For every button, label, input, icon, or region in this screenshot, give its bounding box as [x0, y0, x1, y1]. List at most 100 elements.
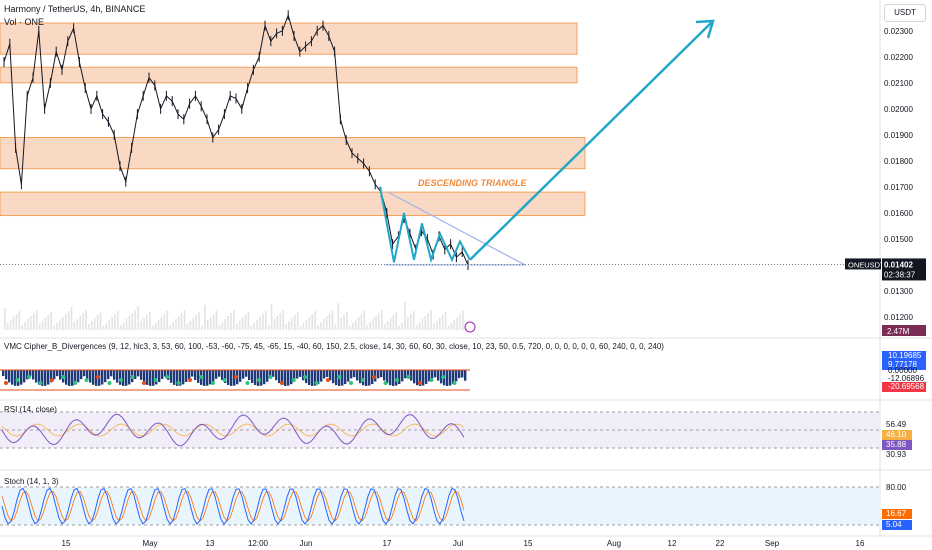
breakout-arrow-line	[469, 21, 713, 261]
vmc-wave-bar	[95, 370, 98, 386]
currency-button[interactable]: USDT	[884, 4, 926, 22]
vmc-signal-dot	[27, 375, 31, 379]
vmc-wave-bar	[38, 370, 41, 385]
vmc-wave-bar	[266, 370, 269, 382]
volume-bar	[389, 318, 392, 330]
volume-bar	[105, 323, 108, 330]
vmc-signal-dot	[96, 375, 100, 379]
volume-bar	[4, 308, 6, 330]
volume-bar	[218, 325, 221, 330]
volume-bar	[459, 314, 461, 330]
volume-bar	[285, 324, 287, 330]
vmc-wave-bar	[104, 370, 107, 383]
volume-bar	[143, 318, 145, 330]
volume-bar	[241, 318, 244, 330]
vmc-tag: 0.00000	[888, 366, 917, 375]
vmc-wave-bar	[404, 370, 407, 379]
volume-bar	[151, 326, 154, 330]
x-tick-label: 15	[62, 539, 71, 548]
vmc-tag-bg	[882, 360, 926, 370]
vmc-wave-bar	[65, 370, 68, 385]
volume-bar	[6, 323, 9, 330]
vmc-wave-bar	[92, 370, 95, 385]
y-tick-label: 0.02300	[884, 27, 913, 36]
vmc-signal-dot	[245, 381, 250, 385]
vmc-wave-bar	[8, 370, 11, 383]
vmc-wave-bar	[86, 370, 89, 380]
volume-bar	[166, 311, 168, 330]
volume-bar	[62, 317, 64, 330]
vmc-wave-bar	[68, 370, 71, 386]
volume-bar	[270, 304, 273, 330]
vmc-wave-bar	[449, 370, 452, 386]
volume-bar	[85, 310, 87, 330]
countdown-tag: 02:38:37	[884, 270, 916, 279]
vmc-signal-dot	[452, 381, 457, 385]
rsi-tag: 56.49	[886, 420, 907, 429]
stoch-indicator-label[interactable]: Stoch (14, 1, 3)	[4, 477, 59, 486]
vmc-wave-bar	[320, 370, 323, 382]
vmc-signal-dot	[4, 381, 8, 385]
vmc-wave-bar	[167, 370, 170, 380]
x-tick-label: Sep	[765, 539, 780, 548]
vmc-wave-bar	[455, 370, 458, 382]
volume-bar	[122, 322, 125, 330]
vmc-wave-bar	[128, 370, 131, 385]
rsi-line	[1, 413, 465, 447]
vmc-signal-dot	[337, 375, 342, 379]
volume-bar	[99, 312, 102, 330]
volume-bar	[227, 316, 229, 330]
vmc-wave-bar	[350, 370, 353, 379]
volume-bar	[198, 312, 200, 330]
rsi-indicator-label[interactable]: RSI (14, close)	[4, 405, 57, 414]
vmc-wave-bar	[278, 370, 281, 384]
vmc-wave-bar	[146, 370, 149, 385]
x-tick-label: May	[142, 539, 157, 548]
volume-bar	[325, 316, 328, 330]
vmc-tag: 9.77178	[888, 360, 917, 369]
vmc-signal-dot	[107, 381, 112, 385]
vmc-wave-bar	[311, 370, 314, 386]
volume-bar	[418, 322, 421, 330]
vmc-wave-bar	[326, 370, 329, 378]
volume-bar	[91, 321, 93, 330]
volume-tag-bg	[882, 325, 926, 336]
volume-bar	[160, 317, 163, 330]
vmc-signal-dot	[61, 375, 66, 379]
vmc-wave-bar	[47, 370, 50, 385]
vmc-wave-bar	[77, 370, 80, 383]
vmc-signal-dot	[142, 381, 146, 385]
vmc-wave-bar	[194, 370, 197, 380]
volume-bar	[236, 324, 238, 330]
vmc-wave-bar	[290, 370, 293, 385]
vmc-wave-bar	[425, 370, 428, 384]
y-tick-label: 0.01600	[884, 209, 913, 218]
vmc-wave-bar	[263, 370, 266, 385]
volume-bar	[352, 323, 354, 330]
vmc-wave-bar	[218, 370, 221, 377]
vmc-signal-dot	[15, 378, 20, 382]
volume-bar	[253, 323, 255, 330]
volume-bar	[35, 310, 38, 330]
vmc-wave-bar	[179, 370, 182, 386]
vmc-wave-bar	[368, 370, 371, 386]
vmc-wave-bar	[74, 370, 77, 385]
vmc-signal-dot	[383, 381, 388, 385]
vmc-signal-dot	[314, 381, 319, 385]
volume-bar	[215, 311, 218, 330]
volume-bar	[212, 314, 215, 330]
vmc-wave-bar	[209, 370, 212, 385]
vmc-wave-bar	[416, 370, 419, 386]
vmc-wave-bar	[380, 370, 383, 378]
x-tick-label: Jun	[300, 539, 313, 548]
volume-bar	[247, 312, 250, 330]
vmc-wave-bar	[260, 370, 263, 386]
volume-bar	[134, 310, 137, 330]
vmc-indicator-label[interactable]: VMC Cipher_B_Divergences (9, 12, hlc3, 3…	[4, 342, 664, 351]
vmc-wave-bar	[53, 370, 56, 380]
vmc-wave-bar	[59, 370, 62, 380]
vmc-wave-bar	[407, 370, 410, 378]
vmc-wave-bar	[251, 370, 254, 384]
vmc-wave-bar	[419, 370, 422, 386]
